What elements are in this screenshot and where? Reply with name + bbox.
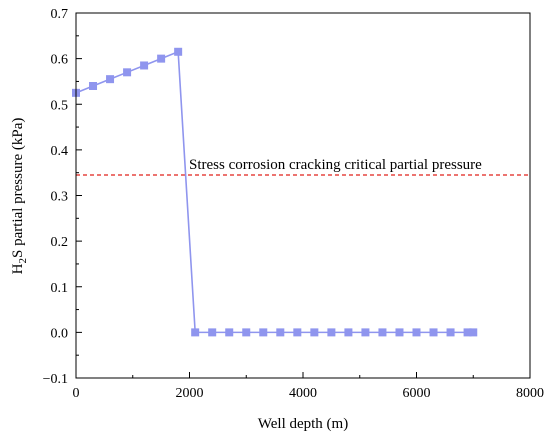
data-point-marker: [412, 328, 421, 337]
series-line-0: [75, 50, 474, 334]
y-tick-label: 0.1: [51, 281, 69, 296]
data-point-marker: [293, 328, 302, 337]
data-point-marker: [157, 54, 166, 63]
data-point-marker: [378, 328, 387, 337]
data-point-marker: [310, 328, 319, 337]
y-axis-title-subscript: 2: [17, 258, 29, 264]
y-tick-label: 0.4: [51, 144, 69, 159]
data-point-marker: [469, 328, 478, 337]
data-point-marker: [446, 328, 455, 337]
x-tick-label: 6000: [403, 386, 431, 401]
axes: 0 2000 4000 6000 8000 −0.1 0.0 0.1 0.2 0.3 0.4 0.5 0…: [43, 7, 544, 401]
data-point-marker: [208, 328, 217, 337]
data-point-marker: [191, 328, 200, 337]
data-point-marker: [89, 82, 98, 90]
y-tick-label: 0.0: [51, 326, 69, 341]
data-point-marker: [123, 68, 132, 77]
data-point-marker: [429, 328, 438, 337]
y-tick-label: −0.1: [43, 372, 68, 387]
data-point-marker: [361, 328, 370, 337]
y-tick-label: 0.3: [51, 190, 69, 205]
data-point-marker: [344, 328, 353, 337]
x-tick-label: 8000: [516, 386, 544, 401]
y-axis-title-suffix: S partial pressure (kPa): [10, 118, 26, 258]
x-tick-label: 2000: [176, 386, 204, 401]
y-tick-label: 0.2: [51, 235, 69, 250]
y-tick-label: 0.6: [51, 53, 69, 68]
x-tick-label: 0: [73, 386, 80, 401]
data-point-marker: [259, 328, 268, 337]
plot-area: [72, 47, 530, 337]
y-tick-label: 0.7: [51, 7, 69, 22]
data-point-marker: [174, 47, 183, 56]
data-point-marker: [276, 328, 285, 337]
x-tick-label: 4000: [289, 386, 317, 401]
data-point-marker: [225, 328, 234, 337]
y-axis-title-prefix: H: [10, 263, 26, 274]
data-point-marker: [242, 328, 251, 337]
data-point-marker: [327, 328, 336, 337]
y-axis-title: H2S partial pressure (kPa): [10, 118, 29, 275]
data-point-marker: [463, 328, 472, 337]
data-point-marker: [106, 75, 115, 84]
reference-line-label: Stress corrosion cracking critical parti…: [189, 157, 482, 173]
data-point-marker: [140, 61, 149, 70]
x-axis-title: Well depth (m): [258, 416, 348, 432]
y-tick-label: 0.5: [51, 98, 69, 113]
data-point-marker: [395, 328, 404, 337]
